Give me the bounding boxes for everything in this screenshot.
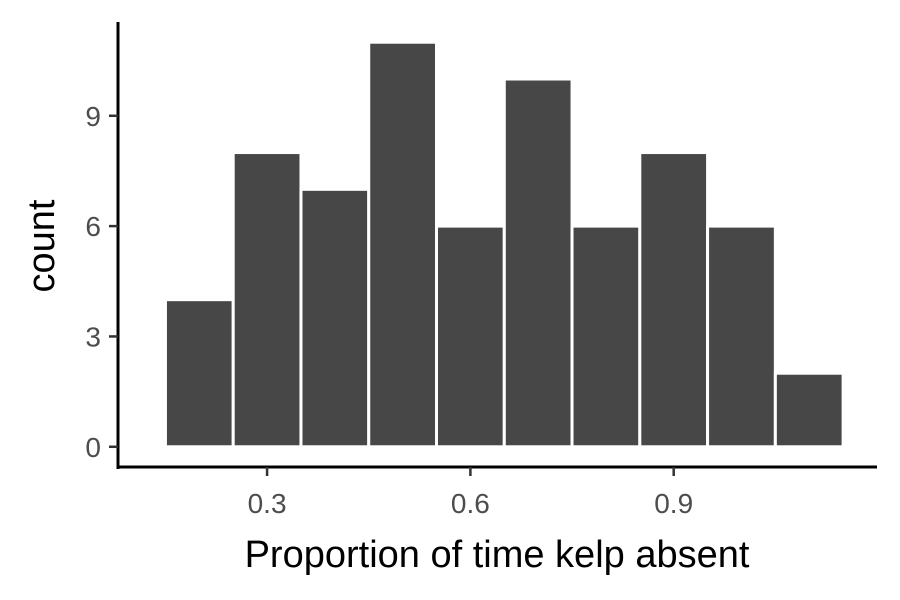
- histogram-bar-2: [231, 151, 303, 449]
- histogram-bar-9: [706, 224, 777, 449]
- bars-group: [163, 40, 845, 449]
- histogram-bar-1: [163, 298, 235, 449]
- x-tick-label: 0.3: [248, 488, 287, 519]
- histogram-bar-4: [367, 40, 439, 449]
- y-axis-title: count: [21, 199, 63, 292]
- y-tick-label: 9: [85, 101, 101, 132]
- histogram-bar-5: [435, 224, 506, 449]
- y-axis-ticks: 0 3 6 9: [85, 101, 118, 463]
- x-axis-title: Proportion of time kelp absent: [245, 534, 750, 576]
- histogram-bar-3: [299, 187, 371, 449]
- histogram-bar-8: [638, 151, 710, 449]
- x-tick-label: 0.9: [654, 488, 693, 519]
- x-axis-ticks: 0.3 0.6 0.9: [248, 467, 693, 519]
- y-tick-label: 0: [85, 432, 101, 463]
- x-tick-label: 0.6: [451, 488, 490, 519]
- histogram-bar-10: [773, 371, 845, 449]
- y-tick-label: 3: [85, 321, 101, 352]
- histogram-bar-7: [570, 224, 642, 449]
- y-tick-label: 6: [85, 211, 101, 242]
- histogram-bar-6: [502, 77, 574, 449]
